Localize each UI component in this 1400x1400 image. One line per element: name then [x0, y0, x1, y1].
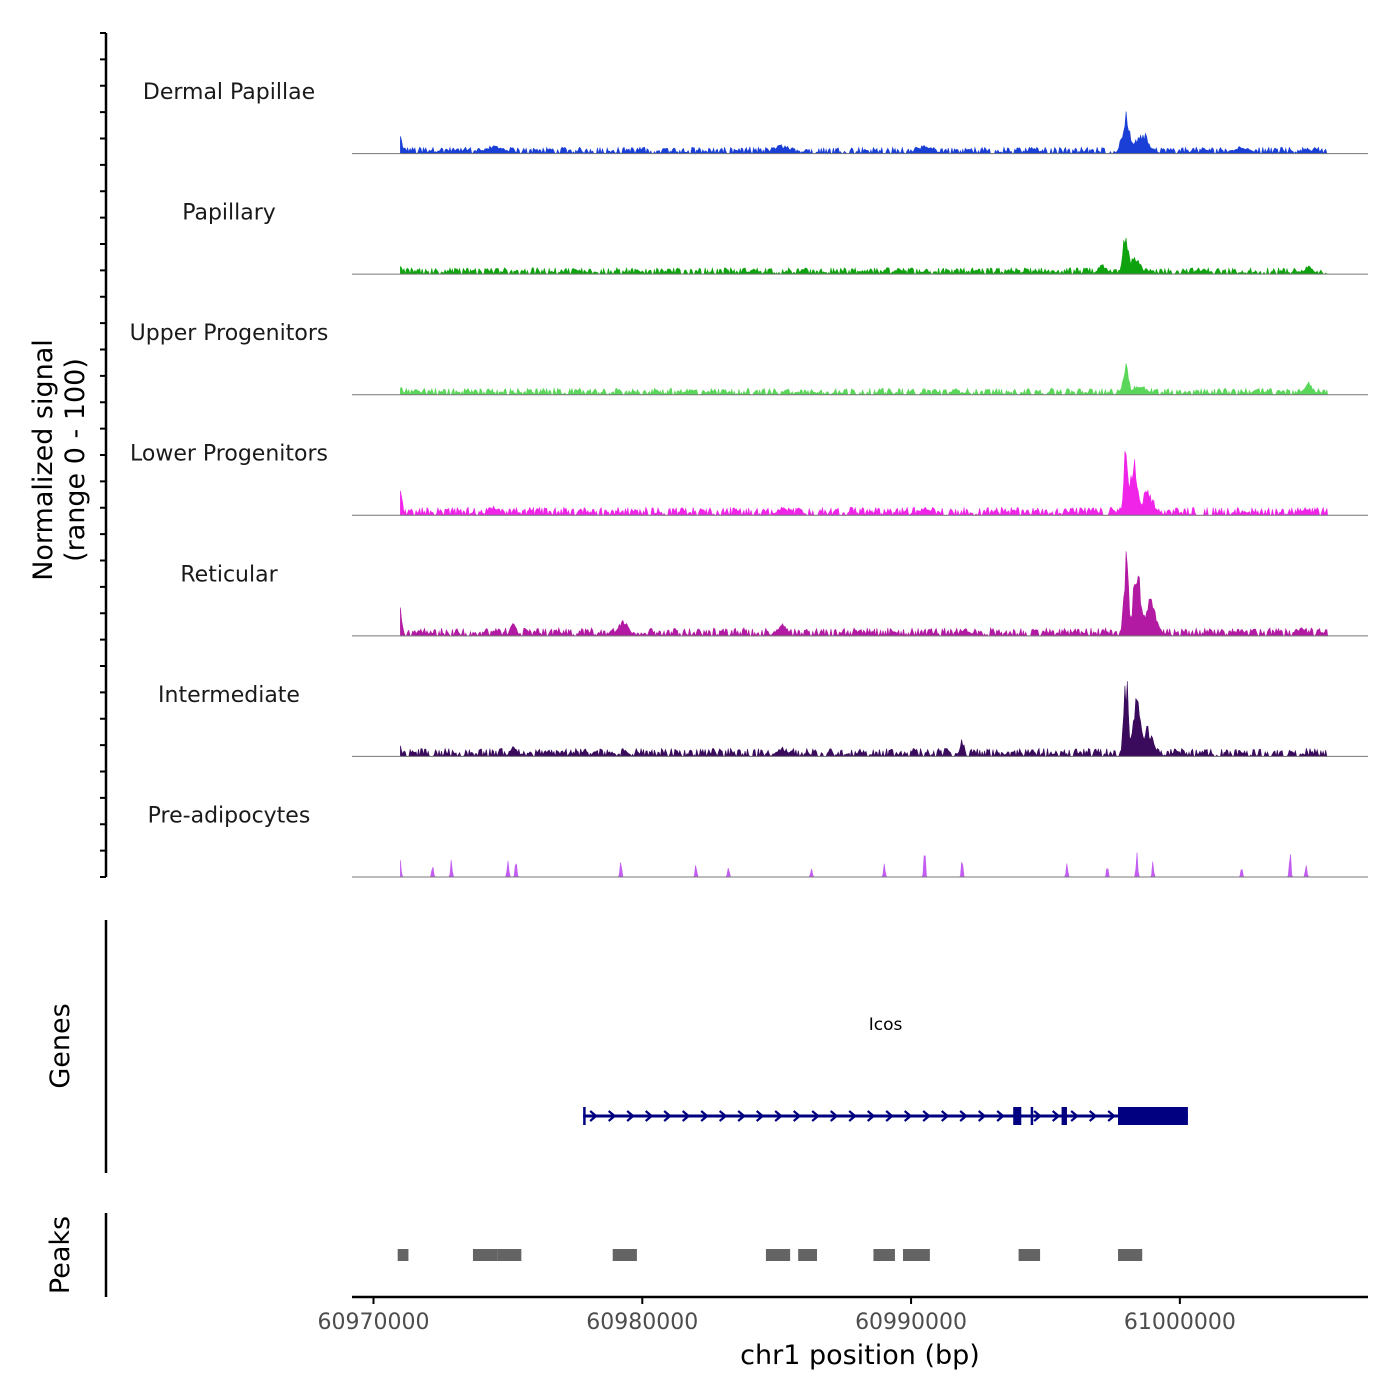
- x-axis: 60970000 60980000 60990000 61000000: [318, 1295, 1368, 1335]
- peak-region: [397, 1249, 409, 1261]
- x-tick-label: 60980000: [586, 1310, 698, 1335]
- strand-arrow: [663, 1110, 672, 1122]
- strand-arrow: [737, 1110, 746, 1122]
- genes-axis-title: Genes: [45, 1003, 76, 1088]
- strand-arrow: [1088, 1110, 1098, 1122]
- signal-area: [400, 237, 1328, 276]
- peak-region: [873, 1249, 895, 1261]
- peak-region: [1018, 1249, 1041, 1261]
- strand-arrow: [866, 1110, 876, 1122]
- strand-arrow: [903, 1110, 913, 1122]
- peak-region: [612, 1249, 637, 1261]
- gene-label: Icos: [869, 1015, 903, 1035]
- strand-arrow: [644, 1110, 654, 1122]
- strand-arrow: [959, 1110, 968, 1122]
- genes-panel: Icos: [104, 920, 1188, 1173]
- peak-region: [1118, 1249, 1143, 1261]
- signal-area: [400, 451, 1329, 517]
- track-label: Papillary: [182, 201, 276, 226]
- signal-track: Upper Progenitors: [130, 321, 1368, 396]
- track-label: Upper Progenitors: [130, 321, 329, 346]
- strand-arrow: [1051, 1110, 1061, 1122]
- strand-arrow: [996, 1110, 1005, 1122]
- signal-area: [400, 852, 1328, 878]
- strand-arrow: [792, 1110, 802, 1122]
- peak-region: [903, 1249, 930, 1261]
- signal-track: Dermal Papillae: [143, 80, 1368, 155]
- strand-arrow: [718, 1110, 728, 1122]
- signal-tracks: Dermal Papillae Papillary Upper Progenitor…: [130, 80, 1368, 878]
- strand-arrow: [626, 1110, 635, 1122]
- x-tick-label: 60990000: [855, 1310, 967, 1335]
- signal-area: [400, 681, 1328, 758]
- strand-arrow: [1033, 1110, 1042, 1122]
- gene-exon: [1118, 1107, 1188, 1125]
- x-tick-label: 61000000: [1124, 1310, 1236, 1335]
- gene-model: Icos: [583, 1015, 1188, 1125]
- strand-arrow: [1107, 1110, 1116, 1122]
- peak-region: [765, 1249, 791, 1261]
- track-label: Pre-adipocytes: [148, 803, 311, 828]
- strand-arrow: [700, 1110, 709, 1122]
- strand-arrow: [774, 1110, 783, 1122]
- signal-track: Papillary: [182, 201, 1368, 276]
- track-label: Dermal Papillae: [143, 80, 315, 105]
- signal-area: [400, 551, 1329, 638]
- gene-exon: [1030, 1107, 1034, 1125]
- y-axis-title-line1: Normalized signal: [28, 339, 59, 581]
- strand-arrow: [922, 1110, 931, 1122]
- signal-area: [400, 111, 1328, 155]
- track-label: Reticular: [180, 562, 278, 587]
- strand-arrow: [829, 1110, 839, 1122]
- peak-region: [472, 1249, 498, 1261]
- strand-arrow: [589, 1110, 598, 1122]
- strand-arrow: [977, 1110, 987, 1122]
- strand-arrow: [848, 1110, 857, 1122]
- signal-track: Intermediate: [158, 681, 1368, 758]
- strand-arrow: [885, 1110, 894, 1122]
- signal-area: [400, 363, 1329, 396]
- strand-arrow: [940, 1110, 950, 1122]
- strand-arrow: [607, 1110, 617, 1122]
- signal-track: Lower Progenitors: [130, 442, 1368, 517]
- peaks-panel: [104, 1213, 1143, 1297]
- track-label: Lower Progenitors: [130, 442, 328, 467]
- strand-arrow: [1070, 1110, 1079, 1122]
- x-tick-label: 60970000: [318, 1310, 430, 1335]
- strand-arrow: [811, 1110, 820, 1122]
- x-axis-title: chr1 position (bp): [740, 1340, 980, 1371]
- gene-exon: [1061, 1107, 1067, 1125]
- peak-region: [798, 1249, 817, 1261]
- strand-arrow: [681, 1110, 691, 1122]
- track-label: Intermediate: [158, 683, 300, 708]
- signal-track: Reticular: [180, 551, 1368, 638]
- strand-arrow: [755, 1110, 765, 1122]
- peaks-axis-title: Peaks: [45, 1216, 76, 1294]
- y-axis-title-line2: (range 0 - 100): [60, 358, 91, 562]
- peak-region: [497, 1249, 522, 1261]
- gene-exon: [1013, 1107, 1022, 1125]
- signal-y-axis: [100, 32, 108, 878]
- gene-exon: [583, 1107, 586, 1125]
- signal-track: Pre-adipocytes: [148, 803, 1368, 878]
